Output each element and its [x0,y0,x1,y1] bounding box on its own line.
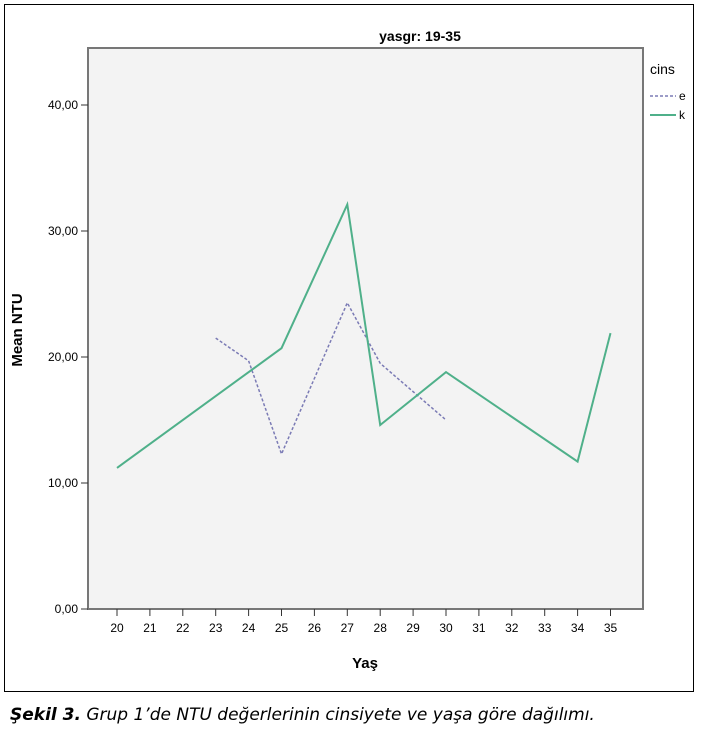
x-axis-ticks: 20 21 22 23 24 25 26 27 28 29 30 31 32 33 34 35 [110,609,617,635]
series-line-e [215,301,447,457]
chart-title: yasgr: 19-35 [379,28,461,44]
series-layer [116,201,612,469]
legend-title: cins [650,61,675,77]
x-tick-label: 21 [143,621,157,635]
y-tick-label: 40,00 [48,98,78,112]
x-tick-label: 27 [341,621,355,635]
legend: cins ek [650,61,686,122]
caption-lead: Şekil 3. [10,705,81,725]
x-tick-label: 32 [505,621,519,635]
y-axis-ticks: 0,00 10,00 20,00 30,00 40,00 [48,98,88,616]
x-tick-label: 35 [604,621,618,635]
x-tick-label: 28 [374,621,388,635]
x-tick-label: 23 [209,621,223,635]
x-tick-label: 22 [176,621,190,635]
x-axis-label: Yaş [352,655,378,672]
x-tick-label: 29 [406,621,420,635]
y-tick-label: 10,00 [48,476,78,490]
x-tick-label: 31 [472,621,486,635]
y-tick-label: 30,00 [48,224,78,238]
legend-label-k: k [679,108,686,122]
x-tick-label: 25 [275,621,289,635]
x-tick-label: 20 [110,621,124,635]
x-tick-label: 24 [242,621,256,635]
figure-caption: Şekil 3. Grup 1’de NTU değerlerinin cins… [10,705,700,725]
chart: yasgr: 19-35 Mean NTU Yaş 0,00 10,00 20,00… [9,28,686,672]
caption-text: Grup 1’de NTU değerlerinin cinsiyete ve … [80,705,595,725]
x-tick-label: 26 [308,621,322,635]
x-tick-label: 34 [571,621,585,635]
y-axis-label: Mean NTU [9,293,26,366]
y-tick-label: 20,00 [48,350,78,364]
y-tick-label: 0,00 [55,602,79,616]
x-tick-label: 33 [538,621,552,635]
series-line-k [116,201,612,469]
x-tick-label: 30 [439,621,453,635]
legend-label-e: e [679,89,686,103]
